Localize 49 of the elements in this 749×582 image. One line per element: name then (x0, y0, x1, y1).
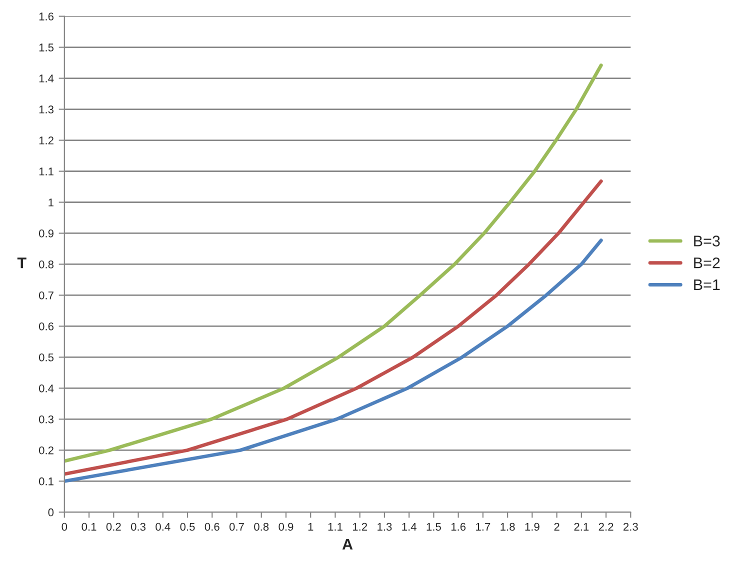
x-tick-label: 0 (62, 522, 68, 531)
legend-label: B=1 (694, 280, 720, 290)
x-tick-label: 1.3 (378, 522, 392, 531)
x-axis-title: A (342, 539, 353, 550)
x-tick-label: 1.6 (451, 522, 466, 531)
y-tick-label: 1 (48, 198, 54, 206)
y-tick-label: 0.1 (38, 477, 54, 486)
x-tick-label: 1.2 (352, 522, 368, 531)
y-tick-label: 1.4 (39, 74, 54, 82)
x-tick-label: 1.7 (476, 522, 490, 531)
y-axis-title: T (17, 258, 26, 268)
x-tick-label: 1.4 (402, 522, 416, 531)
line-series (64, 238, 603, 483)
x-tick-label: 2.3 (623, 522, 638, 531)
y-tick-label: 0 (48, 508, 54, 516)
x-tick-label: 1.9 (525, 522, 540, 531)
y-tick-label: 0.8 (38, 260, 54, 268)
x-tick-label: 2 (554, 522, 560, 531)
y-tick-label: 0.7 (38, 291, 54, 300)
x-tick-label: 1.1 (328, 522, 342, 531)
legend-label: B=3 (694, 236, 720, 246)
y-tick-label: 0.6 (38, 322, 54, 330)
y-tick-label: 1.5 (39, 44, 54, 52)
x-tick-label: 1 (308, 522, 314, 531)
y-tick-label: 1.2 (39, 136, 54, 144)
x-tick-label: 0.3 (130, 522, 146, 531)
line-series (64, 64, 603, 463)
x-tick-label: 0.4 (156, 522, 170, 531)
line-series (64, 179, 603, 476)
x-tick-label: 0.2 (106, 522, 121, 531)
y-tick-label: 0.5 (38, 353, 54, 362)
x-tick-label: 2.2 (598, 522, 614, 531)
y-tick-label: 0.3 (38, 415, 54, 424)
y-tick-label: 1.1 (39, 168, 54, 176)
x-tick-label: 0.6 (204, 522, 220, 531)
y-tick-label: 1.6 (39, 12, 54, 20)
x-tick-label: 2.1 (574, 522, 589, 531)
y-tick-label: 1.3 (39, 106, 54, 114)
y-tick-label: 0.4 (38, 384, 54, 392)
x-tick-label: 0.1 (82, 522, 96, 531)
x-tick-label: 1.8 (500, 522, 515, 531)
x-tick-label: 1.5 (426, 522, 441, 531)
x-tick-label: 0.5 (180, 522, 195, 531)
x-tick-label: 0.8 (254, 522, 269, 531)
x-tick-label: 0.9 (278, 522, 294, 531)
y-tick-label: 0.9 (38, 230, 54, 238)
y-tick-label: 0.2 (38, 446, 54, 454)
legend-label: B=2 (694, 258, 720, 268)
x-tick-label: 0.7 (229, 522, 244, 531)
